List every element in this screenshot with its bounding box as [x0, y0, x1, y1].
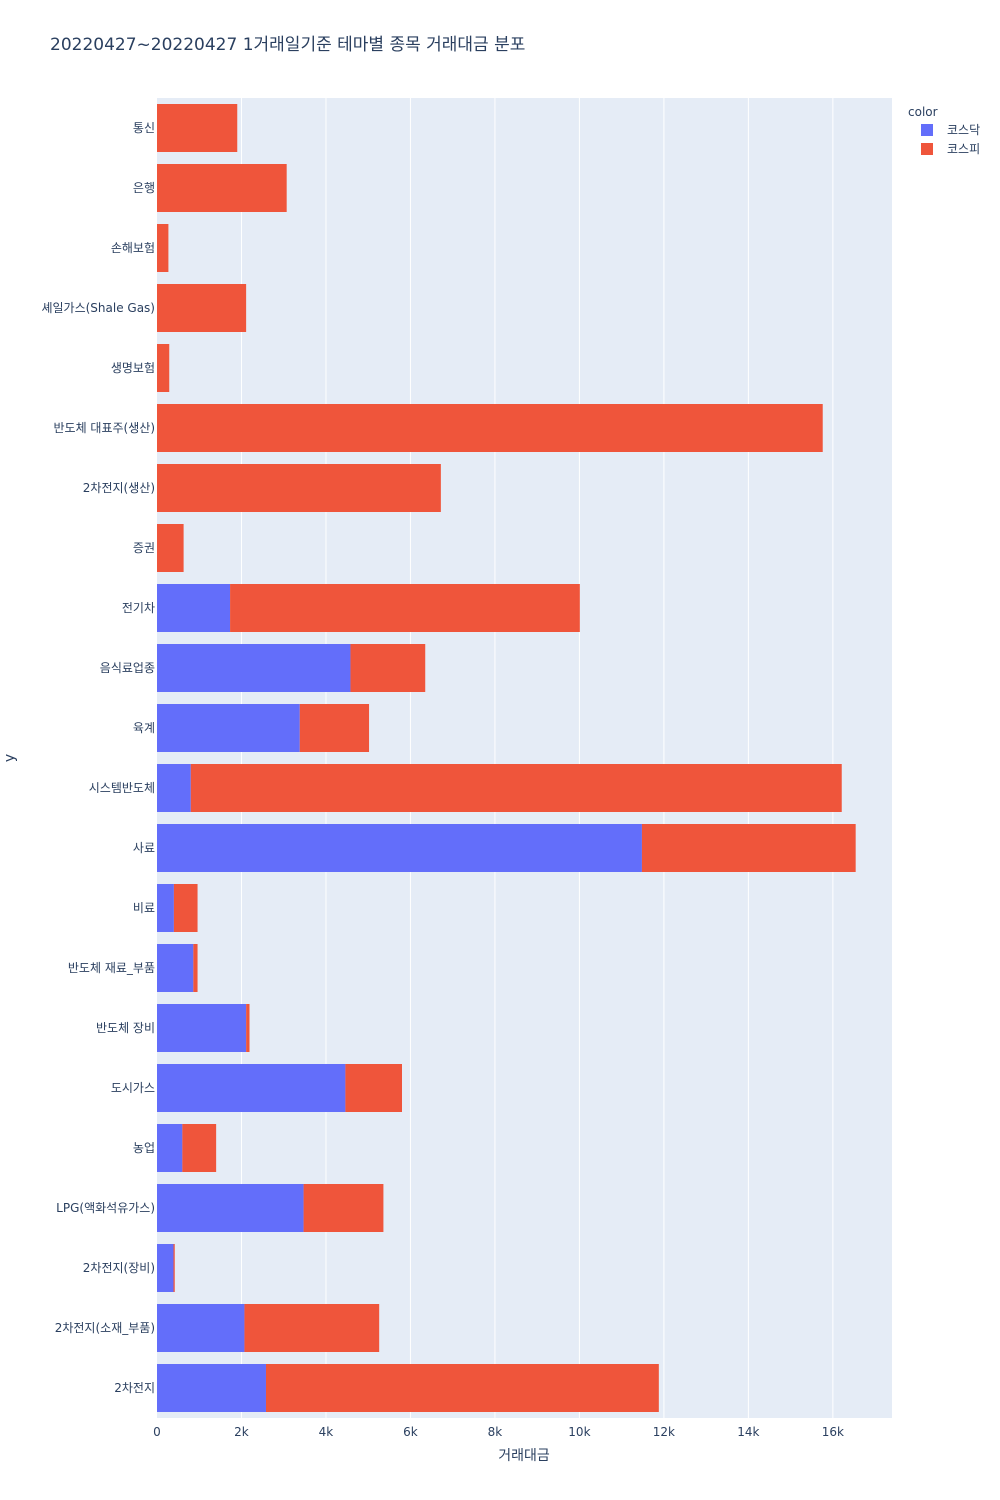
y-tick-label: 육계: [133, 721, 155, 735]
y-tick-label: 반도체 대표주(생산): [54, 421, 156, 435]
x-tick-label: 10k: [568, 1425, 590, 1439]
x-tick-labels: 0 2k 4k 6k 8k 10k 12k 14k 16k: [153, 1425, 844, 1439]
bar-segment: [157, 284, 247, 332]
bar-segment: [157, 1004, 247, 1052]
bar-segment: [157, 764, 191, 812]
bar-segment: [190, 764, 842, 812]
y-tick-label: LPG(액화석유가스): [56, 1201, 155, 1215]
y-tick-label: 음식료업종: [100, 661, 155, 675]
x-tick-label: 12k: [653, 1425, 675, 1439]
bar-segment: [157, 824, 642, 872]
bar-segment: [303, 1184, 384, 1232]
bar-segment: [157, 464, 441, 512]
y-tick-label: 2차전지(소재_부품): [55, 1321, 155, 1335]
x-tick-label: 4k: [319, 1425, 334, 1439]
bar-segment: [157, 884, 174, 932]
bar-segment: [157, 164, 287, 212]
bar-segment: [265, 1364, 659, 1412]
y-tick-label: 손해보험: [111, 241, 155, 255]
x-axis-title: 거래대금: [498, 1448, 550, 1464]
x-tick-label: 16k: [822, 1425, 844, 1439]
y-tick-label: 농업: [133, 1141, 155, 1155]
legend-swatch: [921, 124, 933, 136]
bar-segment: [157, 224, 169, 272]
x-tick-label: 14k: [737, 1425, 759, 1439]
bar-segment: [157, 344, 170, 392]
y-tick-label: 도시가스: [111, 1081, 155, 1095]
bar-segment: [157, 1304, 245, 1352]
bar-segment: [230, 584, 580, 632]
bar-segment: [350, 644, 426, 692]
bar-segment: [157, 1124, 183, 1172]
y-tick-label: 증권: [133, 541, 155, 555]
y-tick-label: 은행: [133, 180, 155, 195]
y-tick-label: 반도체 장비: [96, 1021, 155, 1035]
y-tick-label: 사료: [133, 841, 155, 855]
y-tick-label: 2차전지: [114, 1381, 155, 1395]
bar-segment: [157, 584, 231, 632]
y-tick-label: 셰일가스(Shale Gas): [41, 301, 155, 315]
bar-segment: [157, 1184, 304, 1232]
y-tick-label: 통신: [133, 121, 155, 135]
bars: [157, 104, 856, 1412]
y-tick-label: 시스템반도체: [89, 781, 155, 795]
y-tick-label: 2차전지(장비): [83, 1261, 155, 1275]
bar-segment: [246, 1004, 250, 1052]
y-axis-title: y: [2, 754, 18, 762]
bar-segment: [157, 644, 351, 692]
bar-segment: [345, 1064, 402, 1112]
bar-segment: [244, 1304, 380, 1352]
bar-segment: [157, 944, 194, 992]
bar-segment: [157, 1064, 346, 1112]
bar-segment: [157, 1244, 174, 1292]
x-tick-label: 2k: [234, 1425, 249, 1439]
bar-segment: [157, 524, 184, 572]
bar-segment: [193, 944, 198, 992]
legend-label: 코스피: [947, 142, 980, 156]
x-tick-label: 6k: [403, 1425, 418, 1439]
bar-segment: [157, 104, 238, 152]
bar-segment: [299, 704, 370, 752]
y-tick-label: 전기차: [122, 601, 155, 615]
y-tick-label: 2차전지(생산): [83, 481, 155, 495]
bar-segment: [157, 404, 823, 452]
x-tick-label: 0: [153, 1425, 161, 1439]
legend-swatch: [921, 143, 933, 155]
bar-segment: [173, 884, 198, 932]
y-tick-label: 반도체 재료_부품: [68, 961, 155, 975]
bar-segment: [157, 704, 300, 752]
x-tick-label: 8k: [488, 1425, 503, 1439]
bar-segment: [641, 824, 856, 872]
legend-title: color: [908, 105, 938, 119]
bar-segment: [173, 1244, 175, 1292]
legend-label: 코스닥: [947, 123, 980, 137]
y-tick-label: 비료: [133, 901, 155, 915]
bar-segment: [182, 1124, 217, 1172]
chart-title: 20220427~20220427 1거래일기준 테마별 종목 거래대금 분포: [50, 35, 525, 55]
bar-segment: [157, 1364, 266, 1412]
y-tick-label: 생명보험: [111, 361, 155, 375]
